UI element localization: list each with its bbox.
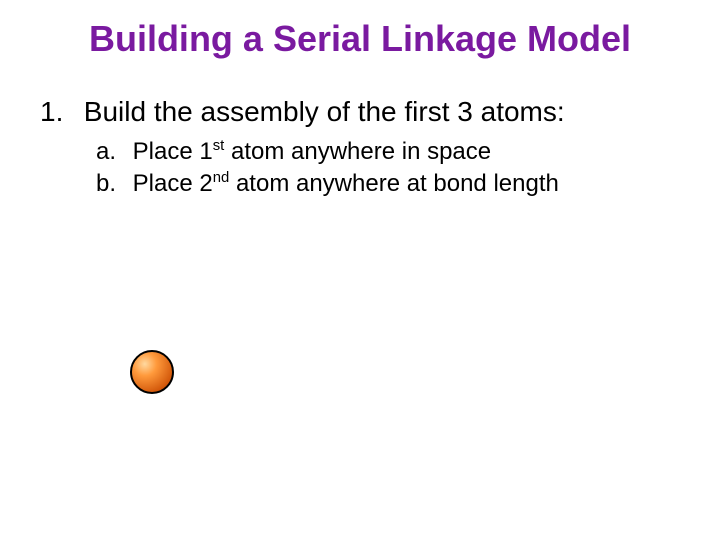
atom-sphere: [130, 350, 174, 394]
atom-sphere-shape: [130, 350, 174, 394]
slide: Building a Serial Linkage Model 1. Build…: [0, 0, 720, 540]
list-letter-b: b.: [96, 170, 126, 198]
list-subitem-b: b. Place 2nd atom anywhere at bond lengt…: [96, 170, 559, 198]
sub-a-post: atom anywhere in space: [224, 138, 491, 165]
slide-title: Building a Serial Linkage Model: [0, 18, 720, 60]
list-item-1-text: Build the assembly of the first 3 atoms:: [84, 96, 565, 127]
list-letter-a: a.: [96, 138, 126, 166]
sub-a-ordinal: st: [213, 138, 225, 154]
list-subitem-a: a. Place 1st atom anywhere in space: [96, 138, 491, 166]
list-item-1: 1. Build the assembly of the first 3 ato…: [40, 96, 565, 128]
sub-b-post: atom anywhere at bond length: [229, 170, 559, 197]
sub-a-pre: Place 1: [133, 138, 213, 165]
sub-b-ordinal: nd: [213, 170, 230, 186]
list-number: 1.: [40, 96, 76, 128]
sub-b-pre: Place 2: [133, 170, 213, 197]
